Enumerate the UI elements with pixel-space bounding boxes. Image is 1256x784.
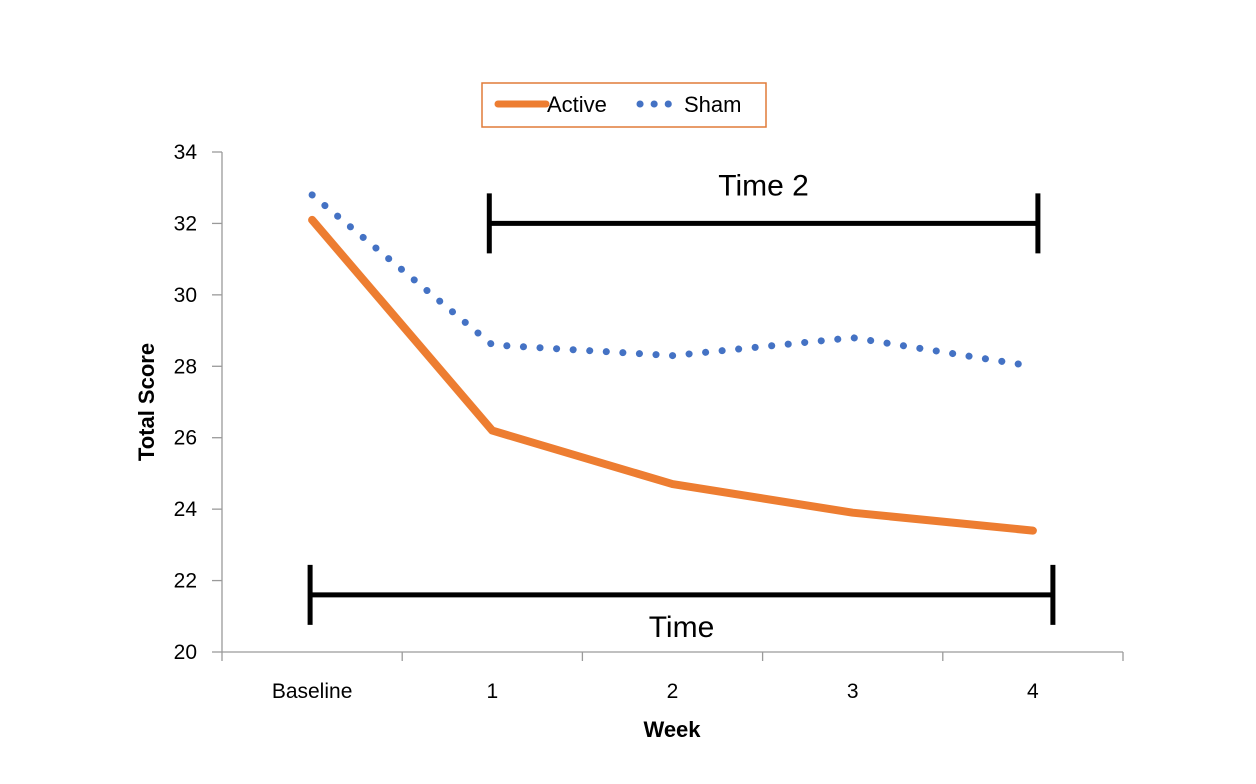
x-tick-label: 3 xyxy=(847,680,859,703)
y-tick-label: 32 xyxy=(174,212,197,235)
x-tick-label: 1 xyxy=(486,680,498,703)
x-axis-title: Week xyxy=(643,717,701,742)
legend-label-active: Active xyxy=(547,92,607,117)
y-axis-title: Total Score xyxy=(134,343,159,461)
y-tick-label: 26 xyxy=(174,427,197,450)
series-line-active xyxy=(308,215,1037,535)
y-tick-label: 22 xyxy=(174,570,197,593)
y-tick-label: 20 xyxy=(174,641,197,664)
annotation-bracket: Time xyxy=(307,564,1056,644)
y-tick-label: 30 xyxy=(174,284,197,307)
annotation-bracket: Time 2 xyxy=(486,169,1041,254)
series-line-sham xyxy=(308,191,1037,370)
legend-label-sham: Sham xyxy=(684,92,741,117)
y-ticks: 20 22 24 26 28 30 32 34 xyxy=(174,141,222,664)
y-tick-label: 34 xyxy=(174,141,198,164)
annotation-label: Time 2 xyxy=(718,169,809,202)
x-tick-label: 4 xyxy=(1027,680,1039,703)
x-ticks: Baseline 1 2 3 4 xyxy=(221,652,1124,703)
x-tick-label: Baseline xyxy=(272,680,353,703)
legend: Active Sham xyxy=(481,82,767,128)
y-tick-label: 24 xyxy=(174,498,198,521)
annotation-label: Time xyxy=(649,611,715,644)
annotations: Time 2 Time xyxy=(307,169,1056,644)
series-layer xyxy=(308,191,1037,535)
x-tick-label: 2 xyxy=(667,680,679,703)
y-tick-label: 28 xyxy=(174,355,197,378)
